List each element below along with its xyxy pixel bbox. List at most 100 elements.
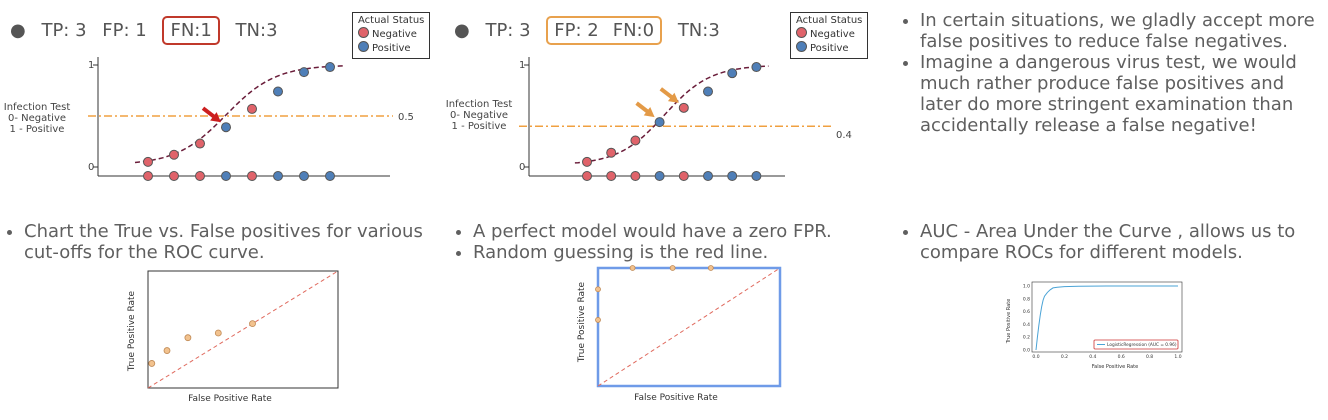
roc-xlabel: False Positive Rate <box>1092 364 1138 370</box>
bottom-left-text: Chart the True vs. False positives for v… <box>2 221 442 263</box>
y-tick-label: 0.4 <box>1023 322 1030 328</box>
fn-count: FN:1 <box>162 16 220 45</box>
text-item: In certain situations, we gladly accept … <box>920 10 1323 52</box>
actual-point <box>221 171 231 181</box>
actual-point <box>727 171 738 181</box>
x-tick-label: 1.0 <box>1174 354 1181 360</box>
roc-xlabel: False Positive Rate <box>634 393 718 403</box>
positive-dot-icon <box>358 41 369 52</box>
legend-2: Actual Status Negative Positive <box>790 12 869 59</box>
roc-point <box>148 360 156 367</box>
actual-point <box>630 171 641 181</box>
auc-roc-chart: False Positive Rate True Positive Rate 0… <box>1006 281 1183 370</box>
negative-dot-icon <box>358 27 369 38</box>
text-item: Imagine a dangerous virus test, we would… <box>920 52 1323 136</box>
prediction-point <box>654 117 665 128</box>
roc-chart-1: False Positive Rate True Positive Rate <box>127 270 339 404</box>
random-guess-line <box>597 267 781 387</box>
actual-point <box>703 171 713 181</box>
roc-point <box>249 320 256 328</box>
negative-dot-icon <box>796 27 807 38</box>
x-tick-label: 0.2 <box>1061 354 1068 360</box>
legend-title: Actual Status <box>358 15 425 26</box>
y-tick-label: 0.2 <box>1023 335 1030 341</box>
roc-point <box>595 286 601 293</box>
prediction-point <box>273 86 283 97</box>
roc-point <box>214 329 222 337</box>
actual-point <box>582 171 592 181</box>
ylabel-line1: Infection Test <box>4 102 71 113</box>
sigmoid-curve <box>574 65 769 164</box>
logistic-chart-2: Infection Test 0- Negative 1 - Positive … <box>446 57 852 181</box>
legend-negative: Negative <box>372 29 417 40</box>
prediction-point <box>195 138 205 149</box>
text-item: A perfect model would have a zero FPR. <box>473 221 881 242</box>
roc-xlabel: False Positive Rate <box>188 394 272 404</box>
tn-count: TN:3 <box>677 20 720 41</box>
text-item: AUC - Area Under the Curve , allows us t… <box>920 221 1323 263</box>
bullet: ● <box>454 20 470 41</box>
actual-point <box>273 171 283 181</box>
prediction-point <box>299 67 309 78</box>
ylabel-line3: 1 - Positive <box>452 121 507 132</box>
y-tick-label: 0.6 <box>1023 309 1030 315</box>
arrow-head-icon <box>210 112 221 123</box>
fp-fn-box: FP: 2 FN:0 <box>546 16 663 45</box>
tick-top: 1 <box>519 60 525 71</box>
actual-point <box>143 171 153 181</box>
prediction-point <box>582 156 592 167</box>
roc-point <box>184 334 192 342</box>
fn-count: FN:0 <box>612 20 655 41</box>
x-tick-label: 0.6 <box>1118 354 1125 360</box>
legend-1: Actual Status Negative Positive <box>352 12 431 59</box>
y-tick-label: 0.0 <box>1023 348 1030 354</box>
logistic-chart-1: Infection Test 0- Negative 1 - Positive … <box>4 57 414 181</box>
threshold-label: 0.5 <box>398 112 414 123</box>
prediction-point <box>221 122 231 133</box>
tn-count: TN:3 <box>235 20 278 41</box>
roc-point <box>669 265 676 271</box>
text-item: Random guessing is the red line. <box>473 242 881 263</box>
ylabel-line1: Infection Test <box>446 99 513 110</box>
prediction-point <box>143 156 153 167</box>
threshold-label: 0.4 <box>836 130 852 141</box>
prediction-point <box>606 147 617 158</box>
roc-ylabel: True Positive Rate <box>577 281 587 363</box>
tick-bottom: 0 <box>519 162 525 173</box>
tick-top: 1 <box>88 60 94 71</box>
confusion-counts-1: ● TP: 3 FP: 1 FN:1 TN:3 <box>10 16 288 45</box>
ylabel-line2: 0- Negative <box>8 113 66 124</box>
legend-title: Actual Status <box>796 15 863 26</box>
x-tick-label: 0.0 <box>1032 354 1039 360</box>
ylabel-line3: 1 - Positive <box>10 124 65 135</box>
arrow-head-icon <box>667 92 679 103</box>
legend-box <box>1093 339 1179 350</box>
prediction-point <box>678 102 689 113</box>
tick-bottom: 0 <box>88 162 94 173</box>
actual-point <box>195 171 205 181</box>
roc-curve <box>1035 285 1178 351</box>
prediction-point <box>630 135 641 146</box>
actual-point <box>325 171 335 181</box>
roc-ylabel: True Positive Rate <box>1006 299 1012 345</box>
random-guess-line <box>147 270 339 389</box>
actual-point <box>654 171 665 181</box>
sigmoid-curve <box>134 65 344 164</box>
x-tick-label: 0.4 <box>1089 354 1096 360</box>
prediction-point <box>169 149 179 160</box>
actual-point <box>299 171 309 181</box>
legend-label: LogisticRegression (AUC = 0.96) <box>1107 342 1177 348</box>
roc-point <box>595 317 601 323</box>
prediction-point <box>751 62 762 73</box>
prediction-point <box>247 103 257 114</box>
bullet: ● <box>10 20 26 41</box>
actual-point <box>751 171 762 181</box>
actual-point <box>169 171 179 181</box>
roc-point <box>629 265 636 271</box>
tp-count: TP: 3 <box>485 20 531 41</box>
plot-frame <box>147 270 339 389</box>
roc-point <box>707 265 714 271</box>
prediction-point <box>325 62 335 73</box>
ylabel-line2: 0- Negative <box>450 110 508 121</box>
tp-count: TP: 3 <box>41 20 87 41</box>
